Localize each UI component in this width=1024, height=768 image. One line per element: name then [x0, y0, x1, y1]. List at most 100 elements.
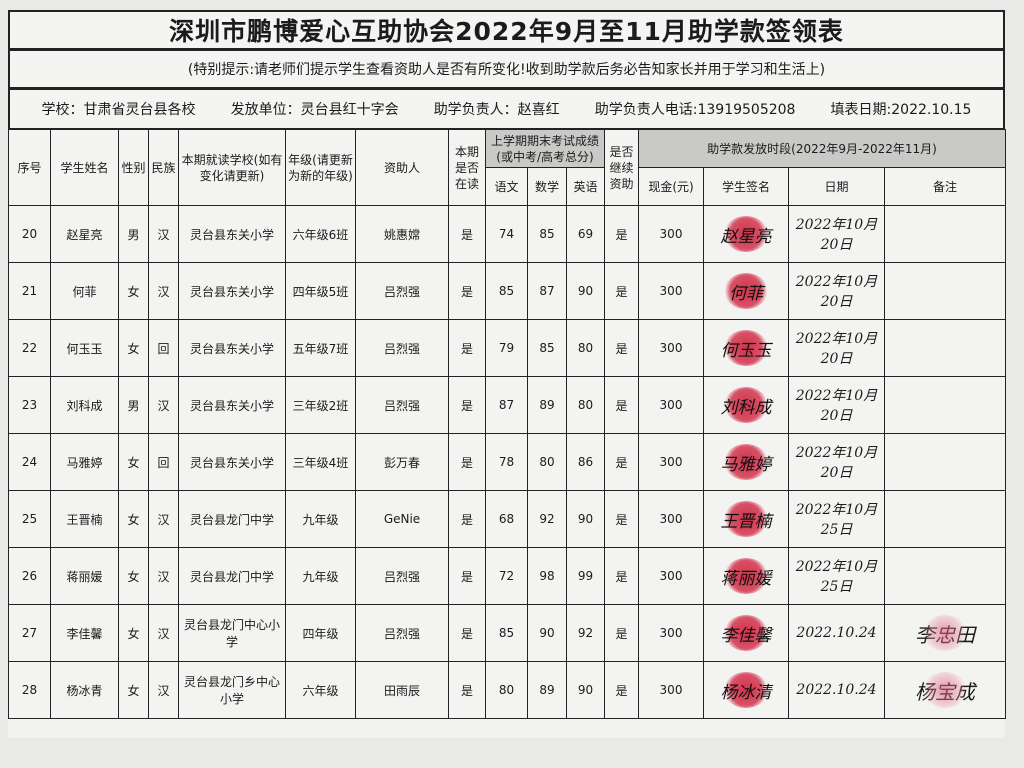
- signature-text: 何玉玉: [720, 340, 772, 361]
- header-scores: 上学期期末考试成绩(或中考/高考总分): [485, 129, 605, 168]
- grade: 九年级: [285, 547, 356, 605]
- gender: 男: [118, 376, 149, 434]
- grade: 四年级5班: [285, 262, 356, 320]
- row-no: 22: [8, 319, 51, 377]
- student-name: 马雅婷: [50, 433, 119, 491]
- table-row: 26 蒋丽媛女汉灵台县龙门中学 九年级 吕烈强是 72 98 99 是 300 蒋丽媛 2022年1…: [8, 547, 1006, 605]
- remark: [884, 376, 1006, 434]
- aid-table: 序号 学生姓名 性别 民族 本期就读学校(如有变化请更新) 年级(请更新为新的年…: [8, 129, 1006, 719]
- remark: [884, 433, 1006, 491]
- header-gender: 性别: [118, 129, 149, 206]
- student-signature: 杨冰清: [703, 661, 789, 719]
- remark: [884, 490, 1006, 548]
- header-cash: 现金(元): [638, 167, 704, 206]
- student-signature: 李佳馨: [703, 604, 789, 662]
- score-english: 99: [566, 547, 605, 605]
- continue-aid: 是: [604, 319, 639, 377]
- student-signature: 赵星亮: [703, 205, 789, 263]
- score-math: 85: [527, 205, 567, 263]
- signature-text: 李佳馨: [720, 625, 772, 646]
- fingerprint-mark: [724, 672, 768, 708]
- school: 灵台县东关小学: [178, 205, 286, 263]
- student-signature: 王晋楠: [703, 490, 789, 548]
- score-math: 98: [527, 547, 567, 605]
- student-name: 何玉玉: [50, 319, 119, 377]
- table-row: 20 赵星亮男汉灵台县东关小学 六年级6班 姚惠嫦是 74 85 69 是 300 赵星亮 2022…: [8, 205, 1006, 263]
- ethnicity: 汉: [148, 547, 179, 605]
- remark: [884, 319, 1006, 377]
- enrolled: 是: [448, 376, 486, 434]
- signature-text: 王晋楠: [720, 511, 772, 532]
- score-english: 69: [566, 205, 605, 263]
- info-fill-date: 填表日期:2022.10.15: [830, 102, 972, 118]
- score-english: 90: [566, 661, 605, 719]
- sign-date: 2022年10月20日: [788, 319, 885, 377]
- grade: 六年级6班: [285, 205, 356, 263]
- sponsor: 吕烈强: [355, 319, 449, 377]
- ethnicity: 汉: [148, 604, 179, 662]
- header-date: 日期: [788, 167, 885, 206]
- gender: 女: [118, 433, 149, 491]
- student-name: 李佳馨: [50, 604, 119, 662]
- score-chinese: 79: [485, 319, 528, 377]
- continue-aid: 是: [604, 433, 639, 491]
- student-name: 蒋丽媛: [50, 547, 119, 605]
- score-math: 85: [527, 319, 567, 377]
- continue-aid: 是: [604, 205, 639, 263]
- gender: 女: [118, 547, 149, 605]
- score-chinese: 72: [485, 547, 528, 605]
- score-math: 80: [527, 433, 567, 491]
- score-english: 80: [566, 319, 605, 377]
- fingerprint-mark: [724, 273, 768, 309]
- sign-date: 2022年10月20日: [788, 205, 885, 263]
- enrolled: 是: [448, 604, 486, 662]
- enrolled: 是: [448, 262, 486, 320]
- enrolled: 是: [448, 490, 486, 548]
- row-no: 23: [8, 376, 51, 434]
- fingerprint-mark: [923, 615, 967, 651]
- header-remark: 备注: [884, 167, 1006, 206]
- continue-aid: 是: [604, 490, 639, 548]
- school: 灵台县东关小学: [178, 319, 286, 377]
- sign-date: 2022年10月20日: [788, 262, 885, 320]
- school: 灵台县龙门中学: [178, 547, 286, 605]
- info-school: 学校：甘肃省灵台县各校: [41, 102, 196, 118]
- table-row: 28 杨冰青女汉灵台县龙门乡中心小学 六年级 田雨辰是 80 89 90 是 300 杨冰清 202…: [8, 661, 1006, 719]
- table-row: 22 何玉玉女回灵台县东关小学 五年级7班 吕烈强是 79 85 80 是 300 何玉玉 2022…: [8, 319, 1006, 377]
- sponsor: 彭万春: [355, 433, 449, 491]
- score-math: 89: [527, 376, 567, 434]
- school: 灵台县龙门中学: [178, 490, 286, 548]
- header-english: 英语: [566, 167, 605, 206]
- school: 灵台县东关小学: [178, 376, 286, 434]
- enrolled: 是: [448, 547, 486, 605]
- cash-amount: 300: [638, 604, 704, 662]
- header-continue: 是否继续资助: [604, 129, 639, 206]
- sign-date: 2022年10月20日: [788, 376, 885, 434]
- gender: 女: [118, 319, 149, 377]
- remark: [884, 205, 1006, 263]
- ethnicity: 汉: [148, 490, 179, 548]
- table-row: 23 刘科成男汉灵台县东关小学 三年级2班 吕烈强是 87 89 80 是 300 刘科成 2022…: [8, 376, 1006, 434]
- header-name: 学生姓名: [50, 129, 119, 206]
- student-signature: 刘科成: [703, 376, 789, 434]
- signature-text: 马雅婷: [720, 454, 772, 475]
- table-row: 25 王晋楠女汉灵台县龙门中学 九年级 GeNie 是 68 92 90 是 300 王晋楠 2022…: [8, 490, 1006, 548]
- student-name: 杨冰青: [50, 661, 119, 719]
- signature-text: 刘科成: [720, 397, 772, 418]
- row-no: 26: [8, 547, 51, 605]
- sign-date: 2022.10.24: [788, 661, 885, 719]
- ethnicity: 汉: [148, 661, 179, 719]
- cash-amount: 300: [638, 319, 704, 377]
- fingerprint-mark: [923, 672, 967, 708]
- continue-aid: 是: [604, 547, 639, 605]
- document-title: 深圳市鹏博爱心互助协会2022年9月至11月助学款签领表: [8, 10, 1005, 50]
- fingerprint-mark: [724, 216, 768, 252]
- score-math: 87: [527, 262, 567, 320]
- header-sponsor: 资助人: [355, 129, 449, 206]
- cash-amount: 300: [638, 376, 704, 434]
- header-no: 序号: [8, 129, 51, 206]
- sponsor: GeNie: [355, 490, 449, 548]
- ethnicity: 汉: [148, 376, 179, 434]
- remark: [884, 547, 1006, 605]
- signature-text: 何菲: [729, 283, 763, 304]
